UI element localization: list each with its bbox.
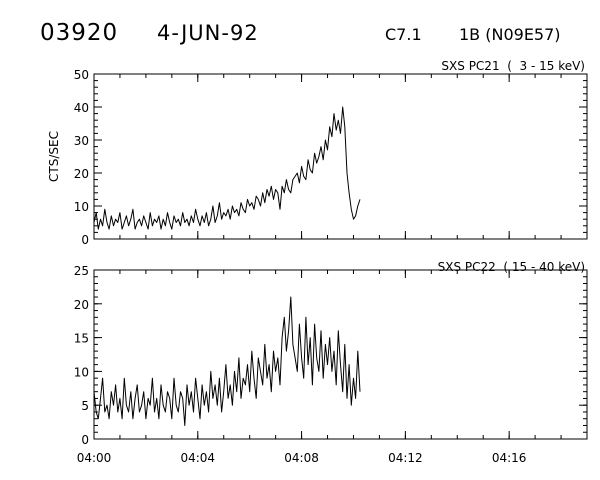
flare-class: C7.1 (385, 25, 422, 44)
y-tick-label: 10 (74, 200, 89, 214)
y-tick-label: 20 (74, 167, 89, 181)
y-axis-label: CTS/SEC (47, 131, 61, 182)
plot-frame (93, 73, 588, 240)
x-tick-label: 04:04 (180, 451, 215, 465)
plot-frame (93, 269, 588, 440)
x-tick-label: 04:12 (388, 451, 423, 465)
panel-pc21: SXS PC21 ( 3 - 15 keV) 0 10 20 30 40 50 CTS/SEC (47, 59, 588, 247)
x-tick-label: 04:08 (284, 451, 319, 465)
y-tick-label: 40 (74, 101, 89, 115)
y-tick-label: 10 (74, 365, 89, 379)
x-tick-label: 04:00 (77, 451, 112, 465)
y-tick-label: 15 (74, 332, 89, 346)
x-tick-label: 04:16 (492, 451, 527, 465)
panel-pc22: SXS PC22 ( 15 - 40 keV) 0 5 10 15 20 25 04:00 04… (74, 260, 588, 465)
y-tick-label: 0 (81, 233, 89, 247)
series-line (94, 296, 361, 426)
optical-class: 1B (N09E57) (459, 25, 561, 44)
series-line (94, 106, 361, 230)
event-id: 03920 (40, 20, 118, 46)
y-tick-label: 30 (74, 134, 89, 148)
y-tick-label: 25 (74, 264, 89, 278)
event-date: 4-JUN-92 (157, 21, 259, 45)
y-tick-label: 50 (74, 68, 89, 82)
panel-title: SXS PC22 ( 15 - 40 keV) (438, 260, 585, 274)
panel-title: SXS PC21 ( 3 - 15 keV) (441, 59, 585, 73)
y-tick-label: 5 (81, 399, 89, 413)
y-tick-label: 20 (74, 298, 89, 312)
y-tick-label: 0 (81, 433, 89, 447)
